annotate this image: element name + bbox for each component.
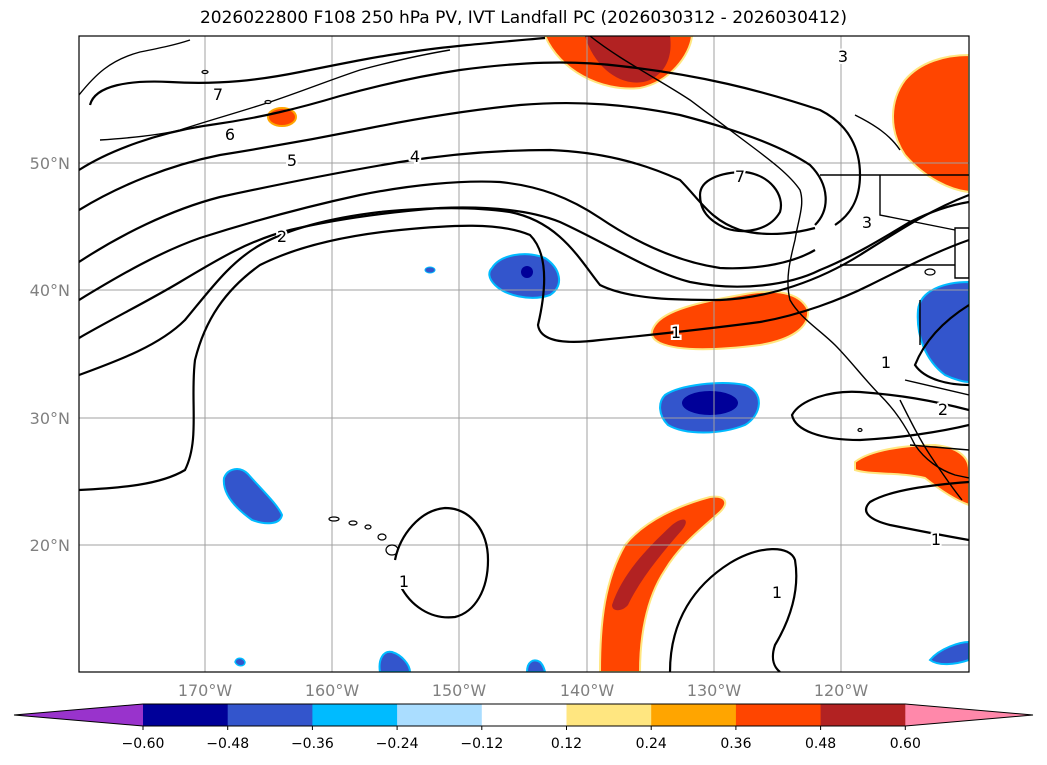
positive-anomaly-baja — [854, 443, 969, 507]
latitude-labels: 50°N 40°N 30°N 20°N — [30, 154, 70, 555]
negative-anomaly-east — [916, 280, 969, 384]
colorbar-extend-high — [905, 704, 1033, 726]
lat-label: 30°N — [30, 409, 70, 428]
colorbar-segment — [820, 704, 906, 726]
colorbar-segment — [735, 704, 822, 726]
contour-label: 1 — [671, 323, 681, 342]
pv-contours — [79, 36, 969, 672]
contour-label: 2 — [938, 400, 948, 419]
lon-label: 140°W — [560, 681, 615, 700]
map-area — [79, 36, 969, 672]
contour-label: 2 — [277, 227, 287, 246]
colorbar-tick-label: −0.36 — [291, 736, 334, 752]
colorbar-tick-label: 0.36 — [720, 736, 751, 752]
contour-label: 1 — [772, 583, 782, 602]
colorbar-tick-label: −0.24 — [376, 736, 419, 752]
map-title: 2026022800 F108 250 hPa PV, IVT Landfall… — [199, 8, 847, 28]
colorbar-segment — [651, 704, 737, 726]
colorbar-tick-label: −0.48 — [206, 736, 249, 752]
lat-label: 50°N — [30, 154, 70, 173]
positive-anomaly-subtropical — [598, 495, 727, 672]
graticule — [79, 36, 969, 672]
contour-label: 4 — [410, 147, 420, 166]
contour-label: 7 — [735, 167, 745, 186]
colorbar-segment — [227, 704, 313, 726]
contour-label: 3 — [838, 47, 848, 66]
colorbar-segment — [312, 704, 398, 726]
contour-label: 3 — [862, 213, 872, 232]
negative-anomaly-west — [222, 468, 284, 525]
colorbar-tick-label: 0.12 — [551, 736, 582, 752]
colorbar-tick-label: 0.24 — [636, 736, 667, 752]
lon-label: 170°W — [178, 681, 233, 700]
contour-label: 1 — [399, 572, 409, 591]
map-frame — [78, 35, 970, 673]
lon-label: 150°W — [432, 681, 487, 700]
contour-label: 1 — [881, 353, 891, 372]
colorbar-tick-label: 0.60 — [890, 736, 921, 752]
lat-label: 40°N — [30, 281, 70, 300]
coastlines — [79, 36, 969, 501]
colorbar-segment — [481, 704, 567, 726]
colorbar-tick-label: 0.48 — [805, 736, 836, 752]
islands — [201, 69, 936, 556]
colorbar: −0.60 −0.48 −0.36 −0.24 −0.12 0.12 0.24 0.36 0.4… — [13, 703, 1034, 752]
colorbar-segment — [566, 704, 652, 726]
pv-anomaly-fills — [222, 36, 969, 672]
longitude-labels: 170°W 160°W 150°W 140°W 130°W 120°W — [178, 681, 869, 700]
contour-label: 5 — [287, 151, 297, 170]
positive-anomaly-northeast — [892, 53, 969, 194]
colorbar-segment — [397, 704, 483, 726]
colorbar-tick-label: −0.60 — [122, 736, 165, 752]
colorbar-segment — [143, 704, 229, 726]
contour-labels: 7 6 5 4 2 3 7 3 1 1 2 1 1 1 — [211, 45, 950, 604]
lon-label: 160°W — [305, 681, 360, 700]
lon-label: 130°W — [687, 681, 742, 700]
contour-label: 1 — [931, 530, 941, 549]
lat-label: 20°N — [30, 536, 70, 555]
colorbar-tick-label: −0.12 — [460, 736, 503, 752]
contour-label: 7 — [213, 85, 223, 104]
contour-label: 6 — [225, 125, 235, 144]
lon-label: 120°W — [814, 681, 869, 700]
colorbar-extend-low — [14, 704, 143, 726]
positive-anomaly-coast — [650, 290, 810, 351]
